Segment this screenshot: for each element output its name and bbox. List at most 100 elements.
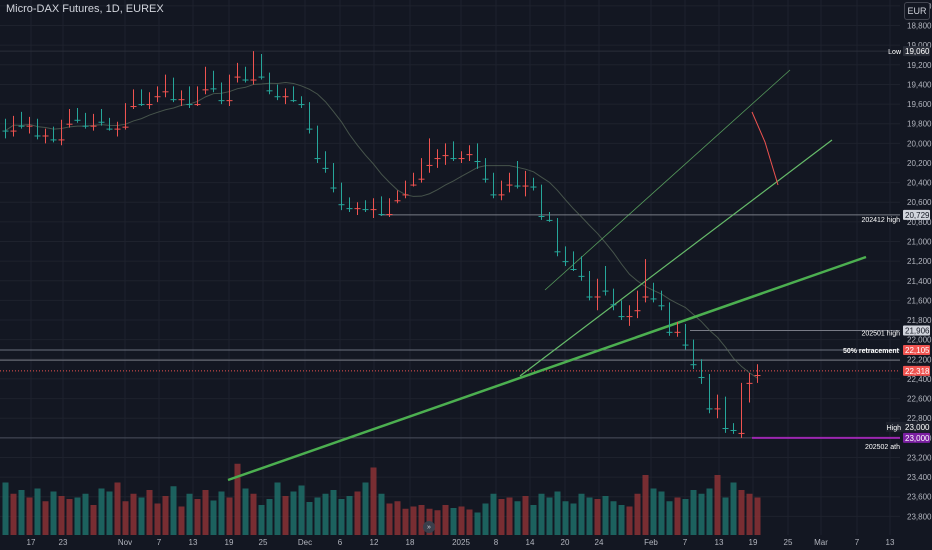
volume-bar [34, 488, 41, 535]
candle-body [18, 125, 25, 127]
volume-bar [394, 501, 401, 535]
candle-body [106, 128, 113, 130]
candle-body [34, 135, 41, 137]
candle-body [178, 99, 185, 101]
candle-body [450, 158, 457, 160]
volume-bar [714, 475, 721, 535]
volume-bar [210, 500, 217, 535]
y-tick-label: 21,200 [907, 257, 932, 266]
y-tick-label: 21,800 [907, 316, 932, 325]
candle-body [674, 331, 681, 333]
y-tick-label: 22,200 [907, 355, 932, 364]
y-tick-label: 23,200 [907, 453, 932, 462]
volume-bar [538, 493, 545, 535]
candle-body [418, 178, 425, 180]
volume-bar [490, 493, 497, 535]
volume-bar [42, 501, 49, 535]
volume-bar [330, 490, 337, 535]
candle-body [706, 408, 713, 410]
double-chevron-right-icon[interactable]: » [423, 521, 435, 533]
volume-bar [650, 488, 657, 535]
volume-bar [122, 501, 129, 535]
candle-body [194, 104, 201, 106]
candle-body [122, 126, 129, 128]
candle-body [298, 104, 305, 106]
y-tick-label: 22,000 [907, 336, 932, 345]
volume-bar [362, 482, 369, 535]
candle-body [562, 261, 569, 263]
y-tick-label: 22,400 [907, 375, 932, 384]
candle-body [322, 167, 329, 169]
price-tag-high-bg [903, 432, 930, 443]
candle-body [482, 178, 489, 180]
candle-body [234, 76, 241, 78]
candle-body [2, 130, 9, 132]
x-tick-label: 7 [683, 538, 688, 547]
volume-bar [130, 493, 137, 535]
volume-bar [2, 482, 9, 535]
volume-bar [66, 499, 73, 535]
candle-body [250, 79, 257, 81]
volume-bar [58, 496, 65, 535]
y-tick-label: 23,800 [907, 512, 932, 521]
x-tick-label: 7 [855, 538, 860, 547]
candle-body [570, 268, 577, 270]
h2412-label: 202412 high [861, 217, 900, 224]
volume-bar [386, 503, 393, 535]
candle-body [530, 186, 537, 188]
price-tag-retracement-text: 22,105 [905, 346, 930, 355]
volume-bar [370, 467, 377, 535]
candle-body [162, 91, 169, 93]
high-stat-bg [886, 421, 930, 432]
volume-bar [354, 491, 361, 535]
currency-button[interactable]: EUR [904, 2, 930, 20]
volume-bar [274, 482, 281, 535]
candle-body [498, 194, 505, 196]
ath-label: 202502 ath [865, 444, 900, 451]
low-stat-label: Low [888, 49, 902, 56]
volume-bar [514, 501, 521, 535]
x-tick-label: 19 [749, 538, 758, 547]
candle-body [426, 164, 433, 166]
moving-average-line [5, 82, 758, 379]
y-tick-label: 19,200 [907, 61, 932, 70]
candle-body [522, 185, 529, 187]
candle-body [290, 100, 297, 102]
candle-body [346, 208, 353, 210]
candle-body [610, 304, 617, 306]
volume-bar [10, 493, 17, 535]
x-tick-label: Dec [298, 538, 312, 547]
volume-bar [498, 499, 505, 535]
volume-bar [82, 493, 89, 535]
volume-bar [178, 506, 185, 535]
volume-bar [730, 482, 737, 535]
candle-body [650, 298, 657, 300]
x-tick-label: 8 [494, 538, 499, 547]
candle-body [690, 364, 697, 366]
candle-body [506, 184, 513, 186]
volume-bar [594, 499, 601, 535]
candle-body [330, 187, 337, 189]
x-tick-label: 25 [784, 538, 793, 547]
channel-lower-line [519, 139, 833, 377]
x-tick-label: 7 [157, 538, 162, 547]
price-tag-last-bg [903, 365, 930, 376]
volume-bar [706, 488, 713, 535]
candle-body [274, 96, 281, 98]
x-tick-label: 19 [225, 538, 234, 547]
y-tick-label: 20,600 [907, 198, 932, 207]
candle-body [442, 155, 449, 157]
volume-bar [170, 486, 177, 535]
volume-bar [146, 490, 153, 535]
x-tick-label: 13 [189, 538, 198, 547]
price-tag-retracement-bg [903, 344, 930, 355]
x-tick-label: 6 [338, 538, 343, 547]
price-tag-high: 23,000 [903, 432, 930, 443]
volume-bar [666, 501, 673, 535]
volume-bar [106, 491, 113, 535]
volume-bar [642, 475, 649, 535]
candle-body [338, 204, 345, 206]
volume-bar [610, 501, 617, 535]
